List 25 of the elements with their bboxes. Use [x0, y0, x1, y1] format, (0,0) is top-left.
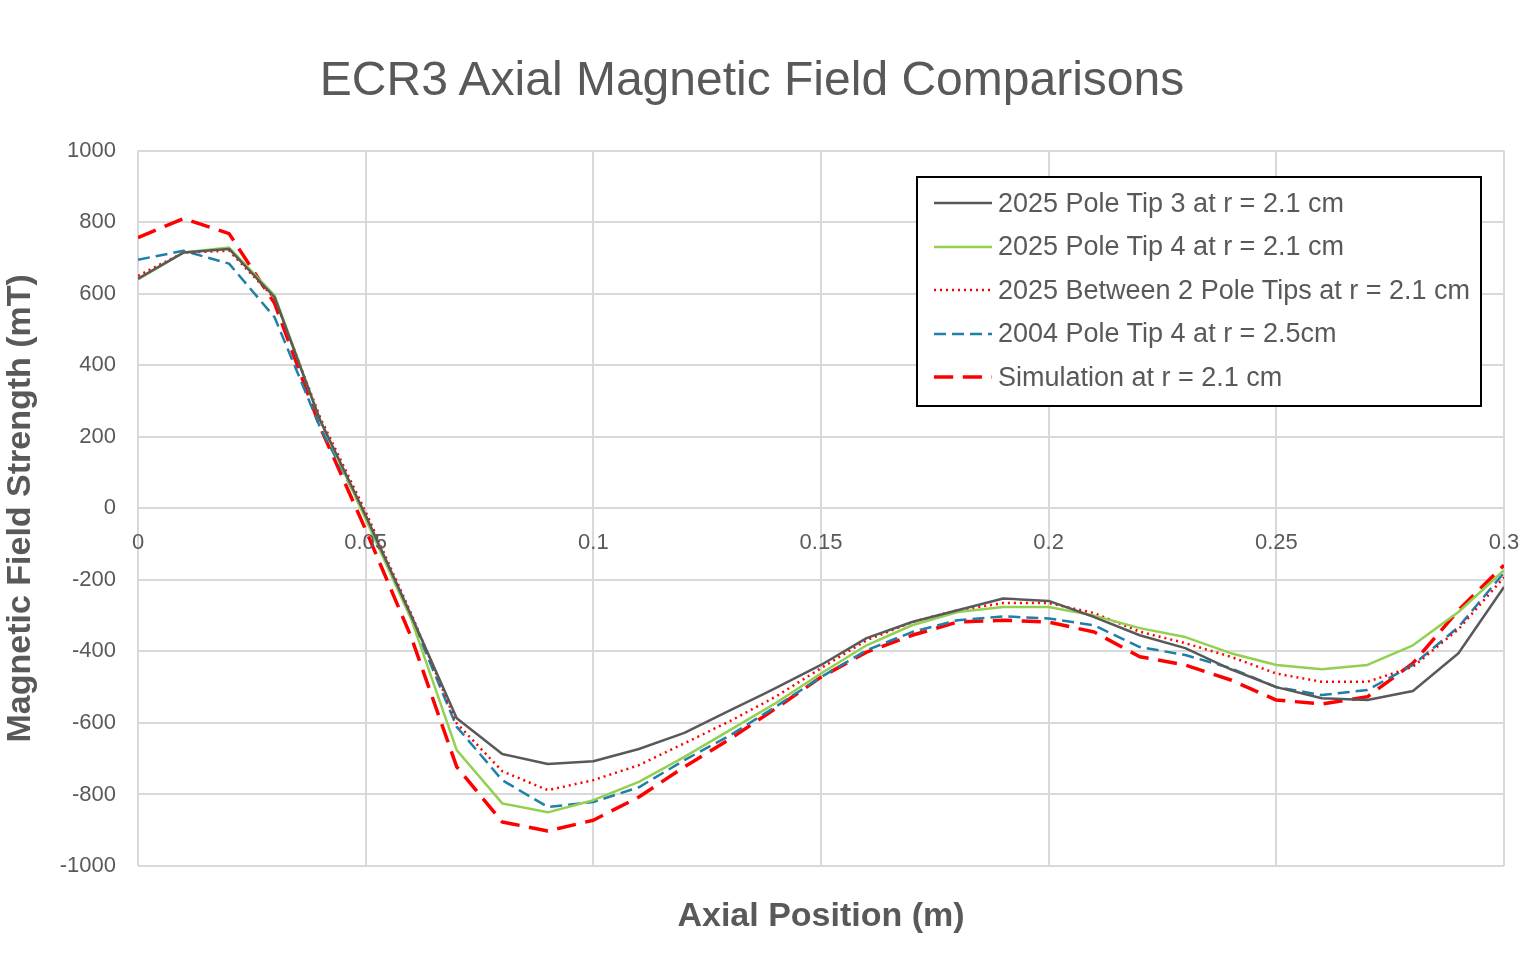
legend-label: Simulation at r = 2.1 cm: [997, 361, 1283, 393]
y-tick-label: -600: [71, 708, 116, 734]
x-tick-label: 0.3: [1488, 529, 1520, 555]
y-tick-label: 600: [79, 279, 116, 305]
y-tick-label: 200: [79, 422, 116, 448]
legend-label: 2025 Between 2 Pole Tips at r = 2.1 cm: [997, 274, 1470, 306]
legend-label: 2004 Pole Tip 4 at r = 2.5cm: [997, 318, 1337, 350]
y-tick-label: -800: [71, 780, 116, 806]
y-tick-label: -1000: [59, 852, 116, 878]
y-tick-label: -200: [71, 565, 116, 591]
chart-title: ECR3 Axial Magnetic Field Comparisons: [319, 52, 1185, 106]
y-tick-label: 0: [103, 494, 116, 520]
y-tick-label: -400: [71, 637, 116, 663]
x-tick-label: 0: [131, 529, 145, 555]
y-tick-label: 1000: [67, 136, 116, 162]
x-tick-label: 0.2: [1033, 529, 1064, 555]
x-tick-label: 0.1: [578, 529, 609, 555]
x-tick-label: 0.15: [799, 529, 843, 555]
y-axis-title: Magnetic Field Strength (mT): [0, 274, 37, 743]
legend-label: 2025 Pole Tip 4 at r = 2.1 cm: [997, 231, 1344, 263]
x-tick-label: 0.25: [1254, 529, 1298, 555]
x-axis-title: Axial Position (m): [677, 894, 965, 933]
legend-label: 2025 Pole Tip 3 at r = 2.1 cm: [997, 187, 1344, 219]
y-tick-label: 400: [79, 351, 116, 377]
y-tick-label: 800: [79, 208, 116, 234]
